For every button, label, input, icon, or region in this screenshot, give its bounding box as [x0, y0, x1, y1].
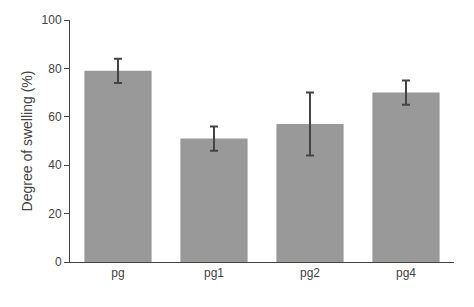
svg-text:20: 20 [48, 207, 62, 221]
svg-text:pg2: pg2 [300, 266, 320, 280]
svg-text:pg4: pg4 [396, 266, 416, 280]
svg-text:100: 100 [42, 13, 62, 27]
svg-text:0: 0 [55, 255, 62, 269]
svg-text:80: 80 [48, 62, 62, 76]
svg-text:60: 60 [48, 110, 62, 124]
svg-text:pg1: pg1 [204, 266, 224, 280]
svg-text:Degree of swelling (%): Degree of swelling (%) [19, 71, 35, 212]
svg-text:40: 40 [48, 158, 62, 172]
svg-text:pg: pg [111, 266, 124, 280]
